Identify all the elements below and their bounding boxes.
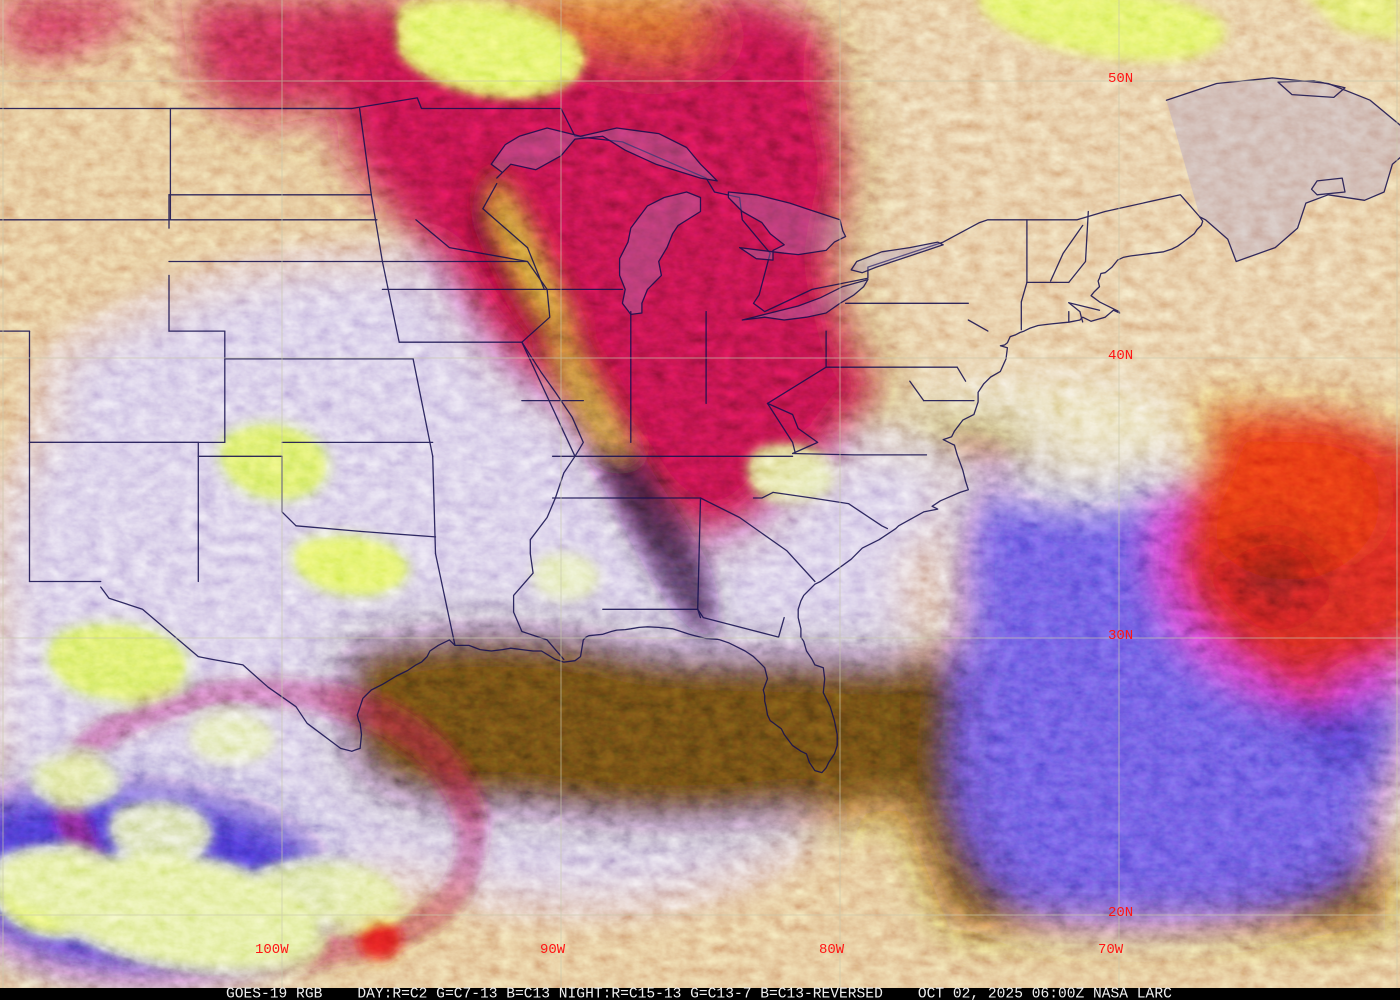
svg-text:GOES-19 RGB DAY:R=C2 G=C7-1: GOES-19 RGB DAY:R=C2 G=C7-13 B=C13 NIGHT… — [226, 987, 1172, 1000]
